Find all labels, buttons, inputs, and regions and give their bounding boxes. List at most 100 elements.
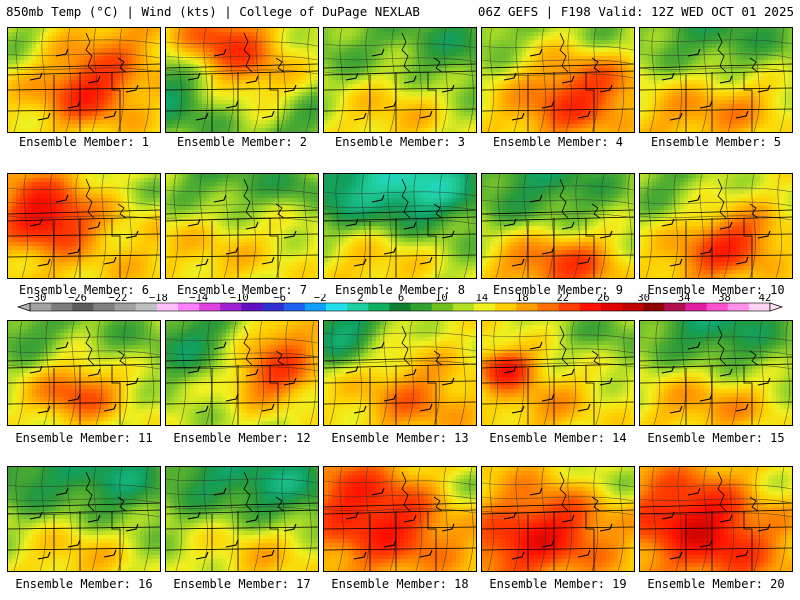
temperature-field-map [324, 174, 476, 278]
wind-barbs [345, 48, 455, 121]
wind-barbs [187, 194, 297, 267]
temperature-field-map [482, 28, 634, 132]
ensemble-member-label: Ensemble Member: 19 [479, 577, 637, 591]
temperature-colorbar: −30 −26 −22 −18 −14 −10 −6 −2 2 6 10 14 18 22 26 30 34 38… [16, 294, 784, 312]
colorbar-swatches [29, 302, 771, 312]
wind-barbs [503, 194, 613, 267]
colorbar-swatch [368, 303, 390, 311]
temperature-field-map [8, 174, 160, 278]
colorbar-left-arrow [16, 302, 31, 312]
colorbar-swatch [537, 303, 559, 311]
map-panel-member-7 [165, 173, 319, 279]
model-run-info: 06Z GEFS | F198 Valid: 12Z WED OCT 01 20… [478, 5, 794, 19]
ensemble-member-label: Ensemble Member: 4 [479, 135, 637, 149]
colorbar-tick-label: −26 [68, 294, 87, 304]
isotherm-contours [8, 321, 160, 425]
wind-barbs [661, 48, 771, 121]
wind-barbs [345, 341, 455, 414]
state-boundaries [8, 471, 160, 571]
colorbar-right-arrow [769, 302, 784, 312]
map-panel-member-4 [481, 27, 635, 133]
colorbar-swatch [685, 303, 707, 311]
wind-barbs [187, 487, 297, 560]
isotherm-contours [640, 467, 792, 571]
temperature-field-map [166, 321, 318, 425]
colorbar-tick-label: −10 [230, 294, 249, 304]
isotherm-contours [640, 321, 792, 425]
temperature-field-map [8, 28, 160, 132]
colorbar-swatch [410, 303, 433, 311]
temperature-shading [324, 28, 476, 132]
map-panel-member-19 [481, 466, 635, 572]
colorbar-swatch [283, 303, 306, 311]
colorbar-tick-labels: −30 −26 −22 −18 −14 −10 −6 −2 2 6 10 14 18 22 26 30 34 38… [28, 294, 772, 304]
map-panel-member-14 [481, 320, 635, 426]
colorbar-swatch [622, 303, 644, 311]
wind-barbs [503, 341, 613, 414]
map-panel-member-9 [481, 173, 635, 279]
temperature-field-map [640, 467, 792, 571]
colorbar-tick-label: 14 [476, 294, 489, 304]
ensemble-member-label: Ensemble Member: 12 [163, 431, 321, 445]
map-panel-member-12 [165, 320, 319, 426]
colorbar-swatch [347, 303, 369, 311]
colorbar-swatch [452, 303, 475, 311]
wind-barbs [345, 194, 455, 267]
colorbar-swatch [389, 303, 411, 311]
temperature-field-map [324, 28, 476, 132]
isotherm-contours [482, 321, 634, 425]
map-panel-member-6 [7, 173, 161, 279]
temperature-field-map [640, 28, 792, 132]
ensemble-member-label: Ensemble Member: 17 [163, 577, 321, 591]
colorbar-swatch [93, 303, 115, 311]
colorbar-swatch [135, 303, 158, 311]
state-boundaries [640, 325, 792, 425]
colorbar-tick-label: 34 [678, 294, 691, 304]
map-panel-member-11 [7, 320, 161, 426]
isotherm-contours [324, 28, 476, 132]
temperature-field-map [482, 467, 634, 571]
ensemble-member-label: Ensemble Member: 16 [5, 577, 163, 591]
temperature-shading [324, 321, 476, 425]
colorbar-tick-label: −2 [314, 294, 327, 304]
wind-barbs [503, 48, 613, 121]
temperature-shading [8, 321, 160, 425]
temperature-shading [482, 321, 634, 425]
map-panel-member-15 [639, 320, 793, 426]
wind-barbs [661, 487, 771, 560]
colorbar-tick-label: 6 [398, 294, 404, 304]
colorbar-tick-label: 30 [637, 294, 650, 304]
colorbar-tick-label: −14 [189, 294, 208, 304]
colorbar-tick-label: 42 [759, 294, 772, 304]
temperature-field-map [166, 467, 318, 571]
ensemble-member-label: Ensemble Member: 9 [479, 283, 637, 297]
map-panel-member-20 [639, 466, 793, 572]
ensemble-member-label: Ensemble Member: 18 [321, 577, 479, 591]
colorbar-swatch [495, 303, 517, 311]
ensemble-member-label: Ensemble Member: 20 [637, 577, 795, 591]
state-boundaries [324, 325, 476, 425]
temperature-shading [640, 467, 792, 571]
wind-barbs [661, 341, 771, 414]
ensemble-member-label: Ensemble Member: 8 [321, 283, 479, 297]
map-panel-member-1 [7, 27, 161, 133]
map-panel-member-8 [323, 173, 477, 279]
state-boundaries [166, 32, 318, 132]
colorbar-swatch [178, 303, 200, 311]
map-panel-member-18 [323, 466, 477, 572]
colorbar-swatch [643, 303, 665, 311]
wind-barbs [29, 48, 139, 121]
colorbar-swatch [72, 303, 94, 311]
isotherm-contours [640, 174, 792, 278]
wind-barbs [187, 48, 297, 121]
ensemble-member-label: Ensemble Member: 13 [321, 431, 479, 445]
state-boundaries [166, 471, 318, 571]
colorbar-tick-label: 18 [516, 294, 529, 304]
colorbar-swatch [664, 303, 686, 311]
map-panel-member-3 [323, 27, 477, 133]
temperature-shading [640, 174, 792, 278]
ensemble-member-label: Ensemble Member: 1 [5, 135, 163, 149]
temperature-field-map [482, 174, 634, 278]
colorbar-swatch [600, 303, 623, 311]
wind-barbs [187, 341, 297, 414]
